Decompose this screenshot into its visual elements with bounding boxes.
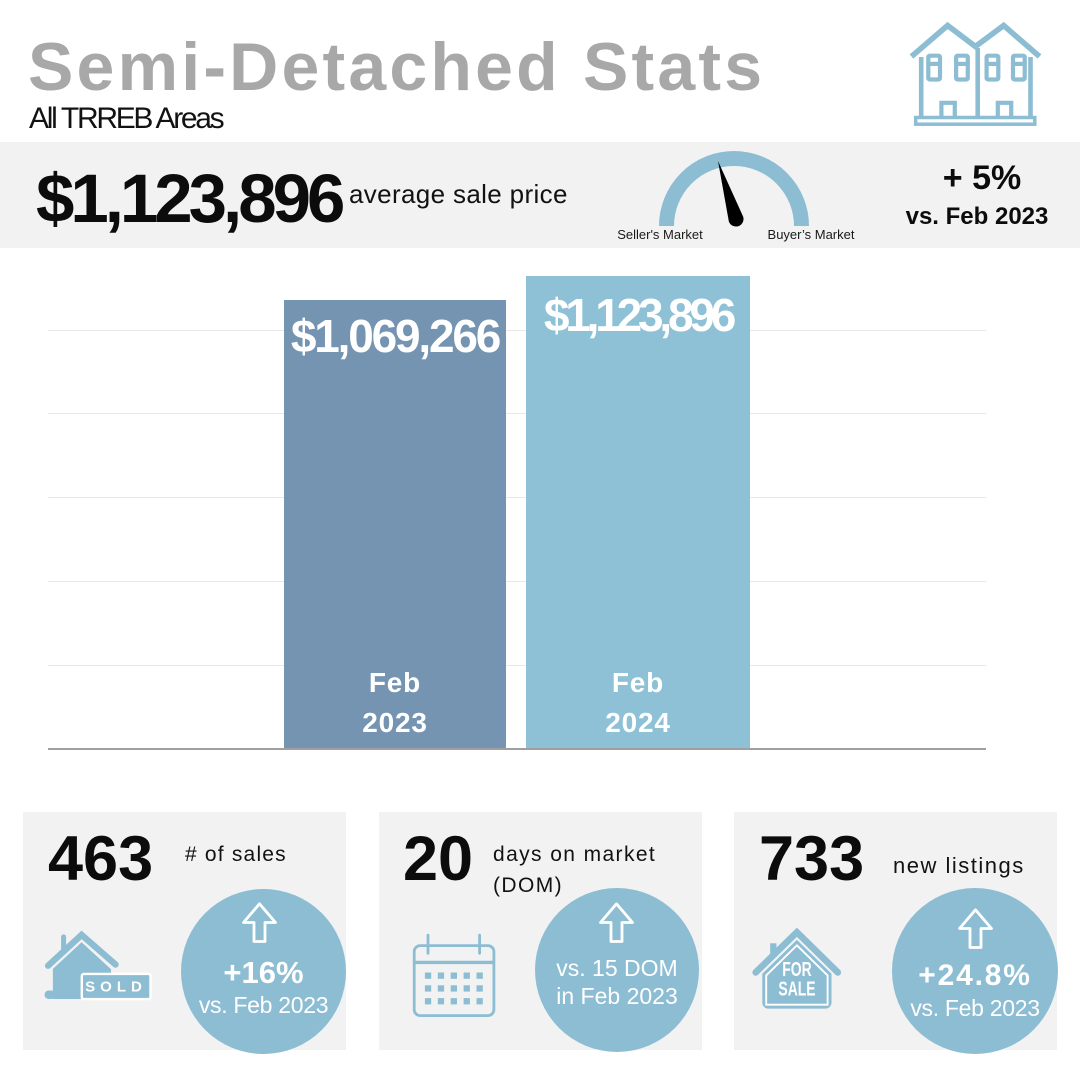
svg-text:SALE: SALE [778,977,815,1000]
svg-text:SOLD: SOLD [85,979,147,996]
svg-text:FOR: FOR [782,957,812,980]
